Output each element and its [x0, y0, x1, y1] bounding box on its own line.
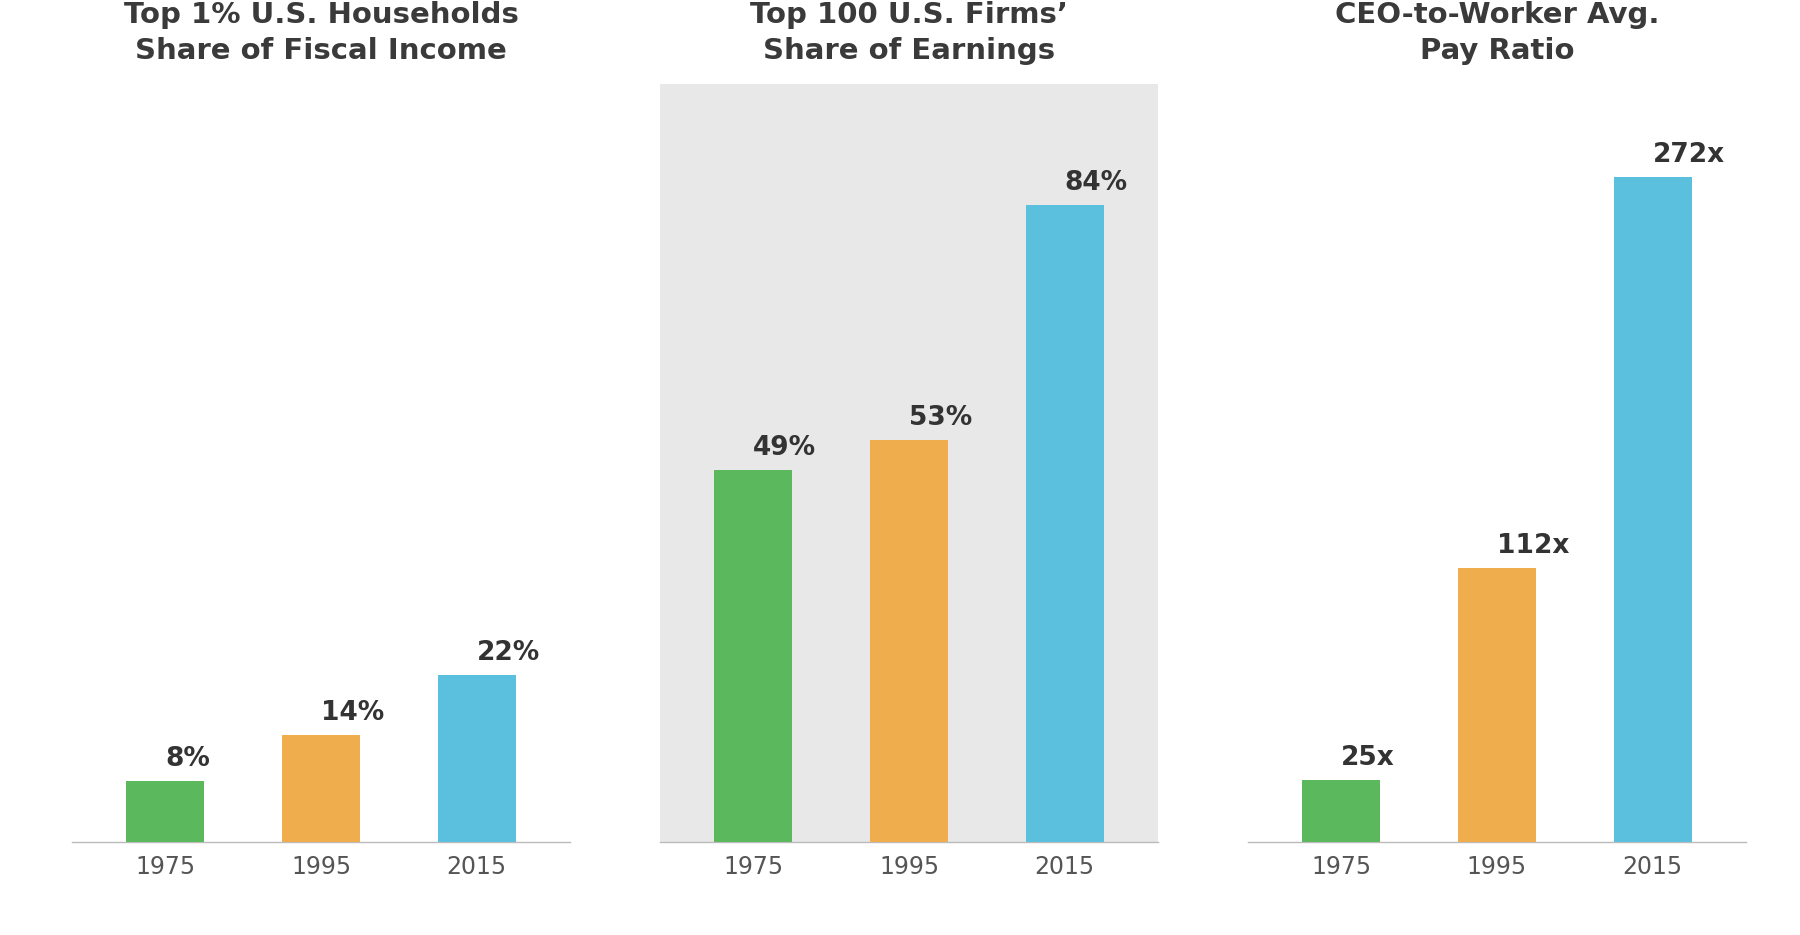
Text: 112x: 112x — [1498, 533, 1570, 559]
Bar — [1458, 568, 1535, 842]
Bar — [283, 736, 360, 842]
Text: 53%: 53% — [909, 405, 972, 431]
Title: CEO-to-Worker Avg.
Pay Ratio: CEO-to-Worker Avg. Pay Ratio — [1334, 2, 1660, 65]
Text: 14%: 14% — [320, 700, 385, 726]
Text: 272x: 272x — [1652, 142, 1724, 168]
Bar — [1026, 206, 1103, 842]
Text: 8%: 8% — [166, 746, 211, 771]
Text: 22%: 22% — [477, 640, 540, 666]
Bar — [437, 675, 517, 842]
Text: 49%: 49% — [754, 436, 817, 461]
Bar — [869, 440, 949, 842]
Text: 84%: 84% — [1064, 170, 1129, 196]
Bar — [1613, 177, 1692, 842]
Title: Top 1% U.S. Households
Share of Fiscal Income: Top 1% U.S. Households Share of Fiscal I… — [124, 2, 518, 65]
Bar — [1301, 781, 1381, 842]
Text: 25x: 25x — [1341, 745, 1395, 771]
Bar — [126, 781, 205, 842]
Bar — [715, 470, 792, 842]
Title: Top 100 U.S. Firms’
Share of Earnings: Top 100 U.S. Firms’ Share of Earnings — [751, 2, 1067, 65]
